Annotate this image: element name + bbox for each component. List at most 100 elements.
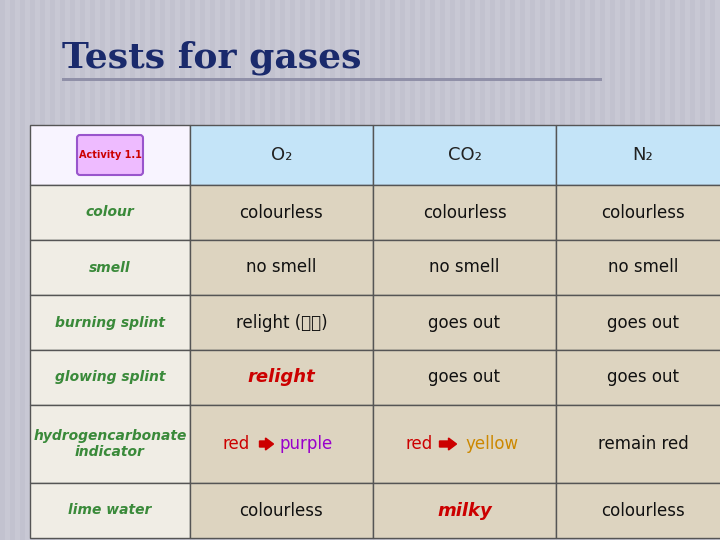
Bar [70, 0, 75, 540]
Bar [40, 0, 45, 540]
Bar [570, 0, 575, 540]
Bar [556, 405, 720, 483]
Bar [30, 240, 190, 295]
Bar [373, 295, 556, 350]
Bar [0, 0, 5, 540]
Text: burning splint: burning splint [55, 315, 165, 329]
Text: yellow: yellow [466, 435, 519, 453]
Bar [190, 0, 195, 540]
Bar [510, 0, 515, 540]
Bar [120, 0, 125, 540]
Bar [150, 0, 155, 540]
Bar [30, 295, 190, 350]
Text: colourless: colourless [601, 204, 685, 221]
Bar [80, 0, 85, 540]
Bar [60, 0, 65, 540]
Bar [90, 0, 95, 540]
Bar [650, 0, 655, 540]
Bar [180, 0, 185, 540]
Bar [270, 0, 275, 540]
Text: red: red [406, 435, 433, 453]
Bar [710, 0, 715, 540]
Bar [380, 0, 385, 540]
Bar [160, 0, 165, 540]
Bar [210, 0, 215, 540]
Bar [400, 0, 405, 540]
Bar [170, 0, 175, 540]
Bar [30, 483, 190, 538]
Text: lime water: lime water [68, 503, 152, 517]
Bar [373, 483, 556, 538]
Text: goes out: goes out [428, 368, 500, 387]
Bar [640, 0, 645, 540]
Bar [550, 0, 555, 540]
Bar [330, 0, 335, 540]
Bar [190, 185, 373, 240]
Text: CO₂: CO₂ [448, 146, 482, 164]
Bar [490, 0, 495, 540]
Bar [190, 240, 373, 295]
Bar [320, 0, 325, 540]
Text: goes out: goes out [428, 314, 500, 332]
Bar [500, 0, 505, 540]
Bar [556, 483, 720, 538]
Bar [110, 0, 115, 540]
Bar [560, 0, 565, 540]
Text: colourless: colourless [601, 502, 685, 519]
Bar [590, 0, 595, 540]
Bar [420, 0, 425, 540]
Bar [62, 78, 602, 81]
Text: relight: relight [248, 368, 315, 387]
Bar [360, 0, 365, 540]
Bar [140, 0, 145, 540]
Bar [240, 0, 245, 540]
Text: O₂: O₂ [271, 146, 292, 164]
Bar [620, 0, 625, 540]
Text: milky: milky [437, 502, 492, 519]
Bar [130, 0, 135, 540]
Bar [280, 0, 285, 540]
Bar [250, 0, 255, 540]
FancyBboxPatch shape [77, 135, 143, 175]
Bar [340, 0, 345, 540]
Bar [450, 0, 455, 540]
Bar [190, 350, 373, 405]
Bar [30, 125, 190, 185]
Text: goes out: goes out [607, 314, 679, 332]
Text: smell: smell [89, 260, 131, 274]
Bar [610, 0, 615, 540]
Bar [556, 240, 720, 295]
Text: no smell: no smell [429, 259, 500, 276]
Text: no smell: no smell [608, 259, 678, 276]
Bar [20, 0, 25, 540]
Polygon shape [439, 438, 456, 450]
Bar [100, 0, 105, 540]
Bar [30, 405, 190, 483]
Bar [310, 0, 315, 540]
Bar [30, 0, 35, 540]
Bar [350, 0, 355, 540]
Bar [260, 0, 265, 540]
Text: goes out: goes out [607, 368, 679, 387]
Bar [630, 0, 635, 540]
Bar [300, 0, 305, 540]
Bar [50, 0, 55, 540]
Text: no smell: no smell [246, 259, 317, 276]
Bar [556, 125, 720, 185]
Bar [580, 0, 585, 540]
Bar [373, 350, 556, 405]
Text: red: red [223, 435, 250, 453]
Bar [660, 0, 665, 540]
Bar [373, 125, 556, 185]
Bar [520, 0, 525, 540]
Bar [700, 0, 705, 540]
Bar [370, 0, 375, 540]
Bar [220, 0, 225, 540]
Bar [373, 405, 556, 483]
Text: colourless: colourless [240, 204, 323, 221]
Bar [30, 185, 190, 240]
Bar [556, 350, 720, 405]
Text: remain red: remain red [598, 435, 688, 453]
Bar [190, 125, 373, 185]
Bar [460, 0, 465, 540]
